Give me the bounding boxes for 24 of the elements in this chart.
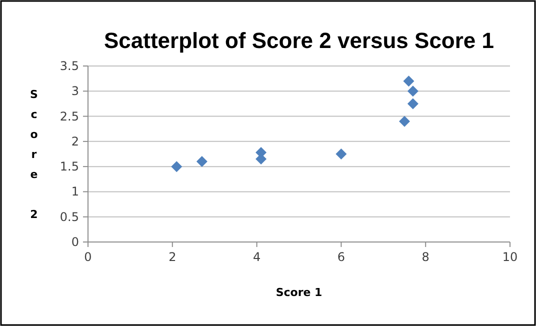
point bbox=[407, 98, 418, 110]
x-axis-title: Score 1 bbox=[276, 286, 322, 299]
x-tick-label: 0 bbox=[84, 250, 92, 264]
y-tick-label: 1 bbox=[71, 184, 79, 199]
point bbox=[196, 156, 208, 168]
point bbox=[399, 116, 410, 127]
text: Score 2 bbox=[30, 88, 38, 221]
point bbox=[336, 148, 347, 160]
chart-title: Scatterplot of Score 2 versus Score 1 bbox=[104, 28, 494, 53]
point bbox=[171, 161, 182, 172]
y-tick-label: 2.5 bbox=[60, 109, 79, 124]
x-tick-label: 8 bbox=[422, 250, 430, 264]
y-tick-label: 2 bbox=[71, 134, 79, 148]
point bbox=[403, 76, 414, 87]
x-tick-label: 4 bbox=[252, 250, 261, 264]
y-tick-label: 0 bbox=[71, 235, 79, 249]
x-tick-label: 10 bbox=[502, 250, 518, 264]
y-tick-label: 0.5 bbox=[60, 210, 79, 224]
y-tick-label: 3 bbox=[71, 84, 79, 98]
x-tick-label: 2 bbox=[168, 250, 176, 264]
y-tick-label: 1.5 bbox=[60, 160, 79, 174]
point bbox=[407, 86, 418, 97]
x-tick-label: 6 bbox=[337, 250, 346, 264]
y-tick-label: 3.5 bbox=[60, 59, 79, 73]
